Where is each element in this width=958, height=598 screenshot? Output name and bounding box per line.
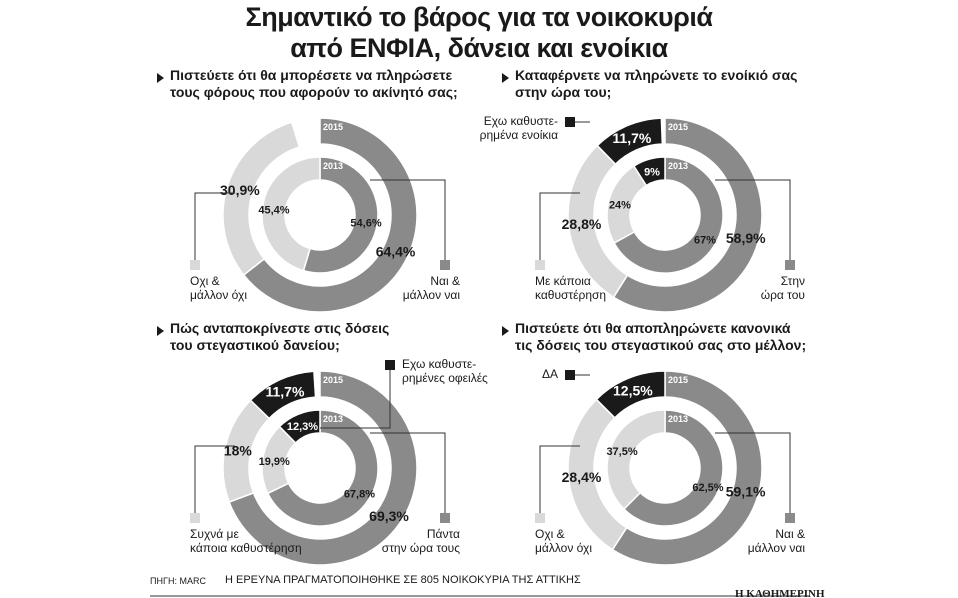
legend-swatch bbox=[565, 117, 575, 127]
note: Η ΕΡΕΥΝΑ ΠΡΑΓΜΑΤΟΠΟΙΗΘΗΚΕ ΣΕ 805 ΝΟΙΚΟΚΥ… bbox=[225, 574, 581, 586]
value-label: 24% bbox=[609, 199, 631, 211]
question-marker bbox=[502, 73, 509, 83]
donut-segment bbox=[302, 156, 379, 274]
leader bbox=[370, 179, 446, 260]
donut-segment bbox=[606, 409, 666, 511]
legend-label: Οχι & μάλλον όχι bbox=[535, 527, 592, 555]
question-marker bbox=[157, 73, 164, 83]
donut-segment bbox=[622, 409, 724, 527]
value-label: 58,9% bbox=[726, 230, 766, 246]
brand: Η ΚΑΘΗΜΕΡΙΝΗ bbox=[735, 588, 825, 598]
donut-segment bbox=[222, 121, 301, 276]
value-label: 11,7% bbox=[265, 384, 304, 400]
leader bbox=[715, 179, 791, 260]
leader bbox=[194, 192, 235, 260]
question: τις δόσεις του στεγαστικού σας στο μέλλο… bbox=[515, 337, 807, 353]
legend-label: Οχι & μάλλον όχι bbox=[190, 274, 247, 302]
value-label: 28,8% bbox=[562, 216, 602, 232]
title-line: Σημαντικό το βάρος για τα νοικοκυριά bbox=[245, 2, 713, 32]
legend-label: ΔΑ bbox=[541, 367, 558, 381]
value-label: 11,7% bbox=[612, 130, 651, 146]
ring-year: 2013 bbox=[323, 161, 343, 171]
ring-year: 2013 bbox=[323, 414, 343, 424]
legend-swatch bbox=[190, 513, 200, 523]
value-label: 18% bbox=[224, 443, 253, 459]
question: Πιστεύετε ότι θα αποπληρώνετε κανονικά bbox=[515, 320, 791, 336]
ring-year: 2015 bbox=[323, 122, 343, 132]
legend-label: Εχω καθυστε- ρημένα ενοίκια bbox=[479, 114, 558, 142]
donut-segment bbox=[242, 117, 418, 313]
leader bbox=[194, 445, 235, 513]
question-marker bbox=[502, 326, 509, 336]
source: ΠΗΓΗ: MARC bbox=[150, 576, 206, 586]
leader bbox=[715, 432, 791, 513]
legend-label: Εχω καθυστε- ρημένες οφειλές bbox=[402, 357, 488, 385]
question: Πώς ανταποκρίνεστε στις δόσεις bbox=[170, 320, 390, 336]
value-label: 67,8% bbox=[344, 489, 375, 501]
title-line: από ΕΝΦΙΑ, δάνεια και ενοίκια bbox=[290, 33, 668, 63]
legend-swatch bbox=[535, 260, 545, 270]
value-label: 59,1% bbox=[726, 484, 766, 500]
legend-swatch bbox=[535, 513, 545, 523]
ring-year: 2015 bbox=[668, 375, 688, 385]
ring-year: 2013 bbox=[668, 161, 688, 171]
leader bbox=[539, 445, 580, 513]
donut-segment bbox=[261, 156, 321, 272]
legend-swatch bbox=[440, 513, 450, 523]
legend-swatch bbox=[785, 260, 795, 270]
donut-segment bbox=[228, 370, 418, 566]
leader bbox=[320, 370, 391, 429]
legend-label: Ναι & μάλλον ναι bbox=[747, 527, 805, 555]
legend-swatch bbox=[190, 260, 200, 270]
value-label: 69,3% bbox=[369, 508, 409, 524]
legend-label: Ναι & μάλλον ναι bbox=[402, 274, 460, 302]
value-label: 37,5% bbox=[606, 446, 637, 458]
question: στην ώρα του; bbox=[515, 84, 612, 100]
value-label: 19,9% bbox=[259, 456, 290, 468]
legend-label: Στην ώρα του bbox=[760, 274, 805, 302]
question: Καταφέρνετε να πληρώνετε το ενοίκιό σας bbox=[515, 67, 798, 83]
leader bbox=[370, 432, 446, 513]
legend-swatch bbox=[385, 360, 395, 370]
ring-year: 2013 bbox=[668, 414, 688, 424]
donut-segment bbox=[612, 117, 763, 313]
donut-segment bbox=[613, 156, 724, 274]
legend-swatch bbox=[785, 513, 795, 523]
question-marker bbox=[157, 326, 164, 336]
legend-swatch bbox=[565, 370, 575, 380]
value-label: 12,5% bbox=[613, 382, 653, 398]
donut-segment bbox=[611, 370, 763, 566]
question: τους φόρους που αφορούν το ακίνητό σας; bbox=[170, 84, 458, 100]
value-label: 12,3% bbox=[287, 421, 318, 433]
legend-label: Πάντα στην ώρα τους bbox=[381, 527, 460, 555]
question: Πιστεύετε ότι θα μπορέσετε να πληρώσετε bbox=[170, 67, 453, 83]
donut-segment bbox=[596, 117, 664, 166]
value-label: 9% bbox=[644, 166, 660, 178]
value-label: 54,6% bbox=[350, 218, 381, 230]
donut-segment bbox=[249, 370, 317, 420]
ring-year: 2015 bbox=[668, 122, 688, 132]
donut-segment bbox=[266, 409, 379, 527]
legend-label: Συχνά με κάποια καθυστέρηση bbox=[190, 527, 302, 555]
legend-swatch bbox=[440, 260, 450, 270]
donut-segment bbox=[632, 156, 666, 187]
ring-year: 2015 bbox=[323, 375, 343, 385]
donut-segment bbox=[595, 370, 666, 419]
donut-segment bbox=[278, 409, 321, 445]
question: του στεγαστικού δανείου; bbox=[170, 337, 340, 353]
leader bbox=[539, 192, 580, 260]
value-label: 28,4% bbox=[562, 469, 602, 485]
value-label: 45,4% bbox=[258, 204, 289, 216]
value-label: 62,5% bbox=[692, 482, 723, 494]
value-label: 64,4% bbox=[376, 244, 416, 260]
legend-label: Με κάποια καθυστέρηση bbox=[535, 274, 607, 302]
value-label: 67% bbox=[694, 235, 716, 247]
value-label: 30,9% bbox=[220, 182, 260, 198]
